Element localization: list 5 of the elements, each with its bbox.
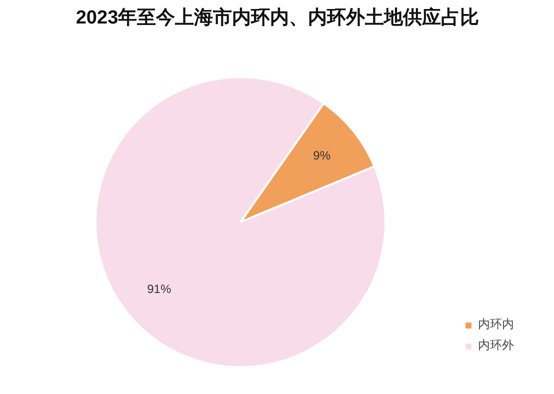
data-label: 9% (313, 148, 331, 162)
legend-label: 内环外 (478, 337, 514, 354)
chart-title: 2023年至今上海市内环内、内环外土地供应占比 (76, 6, 480, 28)
legend-label: 内环内 (478, 316, 514, 333)
data-label: 91% (147, 282, 172, 296)
